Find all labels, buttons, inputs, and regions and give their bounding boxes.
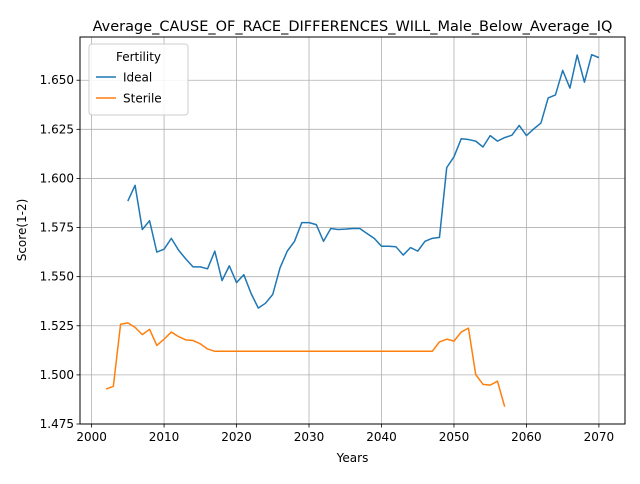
series-lines xyxy=(105,53,600,407)
y-tick-label: 1.625 xyxy=(40,122,74,136)
legend-label-ideal: Ideal xyxy=(123,71,152,85)
legend: Fertility Ideal Sterile xyxy=(88,43,189,116)
plot-frame xyxy=(79,36,626,425)
chart-title: Average_CAUSE_OF_RACE_DIFFERENCES_WILL_M… xyxy=(93,19,613,35)
legend-title: Fertility xyxy=(116,50,161,64)
x-tick-label: 2070 xyxy=(584,430,615,444)
x-tick-label: 2030 xyxy=(294,430,325,444)
y-tick-label: 1.550 xyxy=(40,270,74,284)
y-tick-label: 1.475 xyxy=(40,417,74,431)
y-tick-label: 1.575 xyxy=(40,221,74,235)
y-tick-label: 1.650 xyxy=(40,73,74,87)
x-tick-label: 2000 xyxy=(76,430,107,444)
y-axis-label: Score(1-2) xyxy=(15,199,29,262)
x-tick-label: 2060 xyxy=(511,430,542,444)
series-line-sterile xyxy=(105,322,506,407)
series-line-ideal xyxy=(127,53,600,309)
legend-label-sterile: Sterile xyxy=(123,92,162,106)
x-tick-label: 2040 xyxy=(366,430,397,444)
y-tick-label: 1.500 xyxy=(40,368,74,382)
axis-ticks: 2000 2010 2020 2030 2040 2050 2060 2070 1.475 1.5… xyxy=(40,73,615,444)
x-axis-label: Years xyxy=(336,451,369,465)
x-tick-label: 2050 xyxy=(439,430,470,444)
x-tick-label: 2020 xyxy=(221,430,252,444)
x-tick-label: 2010 xyxy=(149,430,180,444)
y-tick-label: 1.525 xyxy=(40,319,74,333)
y-tick-label: 1.600 xyxy=(40,171,74,185)
